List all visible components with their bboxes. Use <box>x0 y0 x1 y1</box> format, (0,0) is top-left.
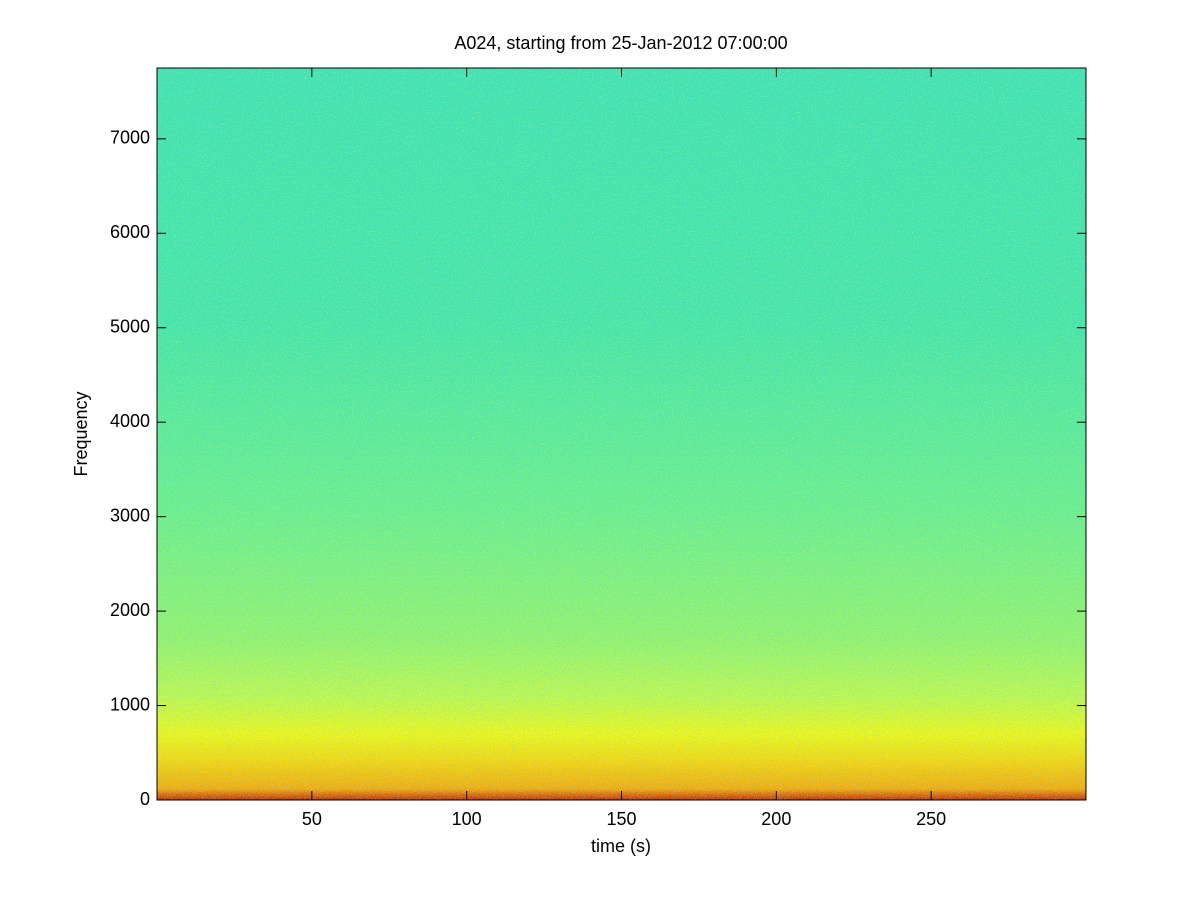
y-tick-label: 4000 <box>110 411 150 431</box>
y-tick-label: 6000 <box>110 222 150 242</box>
y-tick-label: 2000 <box>110 600 150 620</box>
x-tick-label: 150 <box>606 809 636 829</box>
x-axis-label: time (s) <box>591 836 651 856</box>
x-tick-label: 200 <box>761 809 791 829</box>
y-tick-label: 1000 <box>110 694 150 714</box>
y-tick-label: 3000 <box>110 505 150 525</box>
y-tick-label: 5000 <box>110 316 150 336</box>
x-tick-label: 50 <box>302 809 322 829</box>
y-axis-label: Frequency <box>71 391 91 476</box>
chart-title: A024, starting from 25-Jan-2012 07:00:00 <box>454 33 787 53</box>
y-tick-label: 0 <box>140 789 150 809</box>
x-tick-label: 100 <box>452 809 482 829</box>
y-tick-label: 7000 <box>110 128 150 148</box>
x-tick-label: 250 <box>916 809 946 829</box>
spectrogram-texture <box>157 68 1086 800</box>
plot-area <box>156 67 1087 801</box>
